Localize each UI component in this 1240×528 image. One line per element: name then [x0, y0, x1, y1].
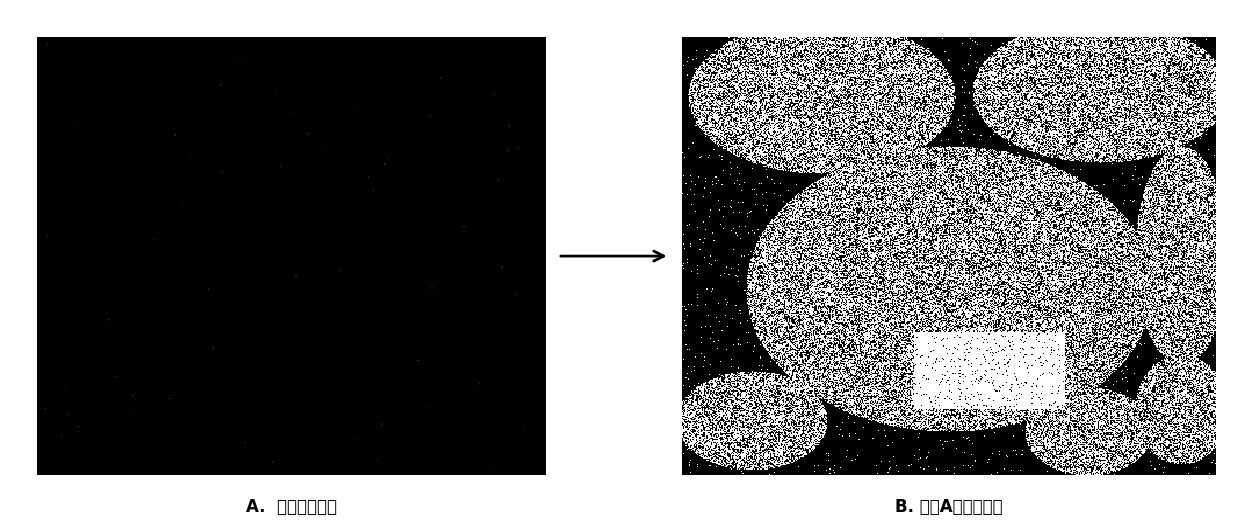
Text: B. 图像A的分割效果: B. 图像A的分割效果 — [895, 498, 1002, 516]
Text: A.  梯度幅值图像: A. 梯度幅值图像 — [246, 498, 337, 516]
